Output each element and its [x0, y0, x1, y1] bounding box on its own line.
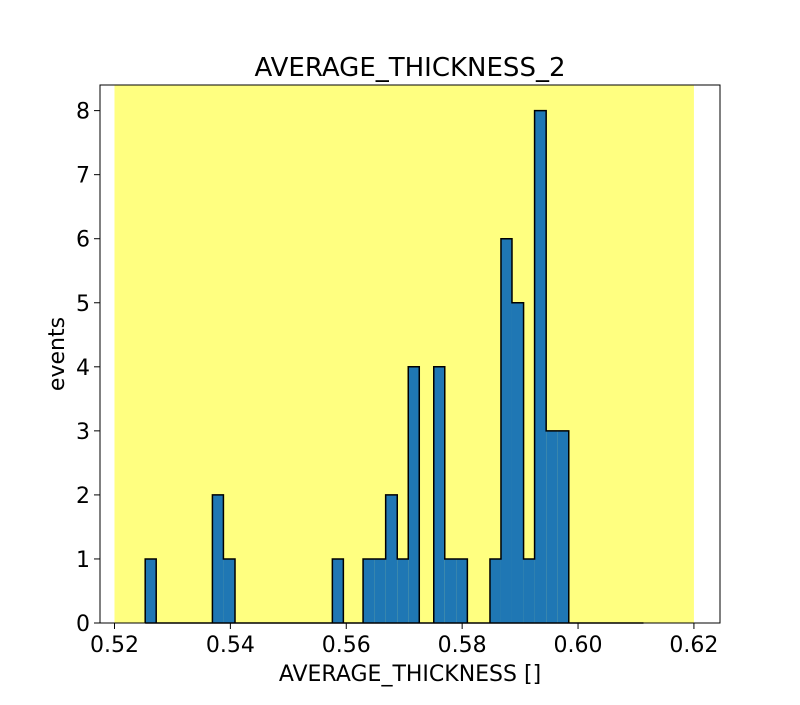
y-tick-label: 0 [76, 612, 90, 637]
x-tick-label: 0.58 [438, 633, 487, 658]
histogram-bar [523, 558, 535, 623]
histogram-bar [145, 558, 157, 623]
histogram-bar [397, 558, 409, 623]
histogram-bar [444, 558, 457, 623]
highlight-band [114, 85, 694, 623]
histogram-bar [534, 110, 547, 624]
histogram-bar [489, 558, 501, 623]
x-tick-label: 0.62 [669, 633, 718, 658]
histogram-bar [408, 366, 420, 623]
histogram-bar [223, 558, 236, 623]
chart-title: AVERAGE_THICKNESS_2 [255, 53, 566, 83]
y-tick-label: 2 [76, 484, 90, 509]
y-tick-label: 6 [76, 228, 90, 253]
x-axis-label: AVERAGE_THICKNESS [] [279, 662, 541, 687]
histogram-bar [456, 558, 468, 623]
y-tick-label: 8 [76, 100, 90, 125]
x-axis-ticks: 0.52 0.54 0.56 0.58 0.60 0.62 [90, 623, 718, 658]
histogram-bar [557, 430, 569, 623]
y-tick-label: 3 [76, 420, 90, 445]
histogram-bar [511, 302, 524, 623]
highlight-band-layer [114, 85, 694, 623]
y-tick-label: 7 [76, 164, 90, 189]
x-tick-label: 0.56 [322, 633, 371, 658]
histogram-bar [546, 430, 558, 623]
plot-frame [99, 84, 721, 624]
histogram-bar [433, 366, 445, 623]
y-axis-ticks: 0 1 2 3 4 5 6 7 8 [76, 100, 100, 637]
histogram-bars [144, 109, 644, 624]
y-tick-label: 4 [76, 356, 90, 381]
x-tick-label: 0.60 [554, 633, 603, 658]
y-axis-label: events [45, 317, 70, 391]
x-tick-label: 0.52 [90, 633, 139, 658]
histogram-bar [212, 494, 224, 623]
histogram-bar [500, 238, 512, 623]
y-tick-label: 1 [76, 548, 90, 573]
histogram-bar [374, 558, 386, 623]
y-tick-label: 5 [76, 292, 90, 317]
histogram-bar [363, 558, 375, 623]
histogram-outline [144, 109, 570, 623]
x-tick-label: 0.54 [206, 633, 255, 658]
histogram-bar [385, 494, 398, 623]
histogram-bar [332, 558, 344, 623]
